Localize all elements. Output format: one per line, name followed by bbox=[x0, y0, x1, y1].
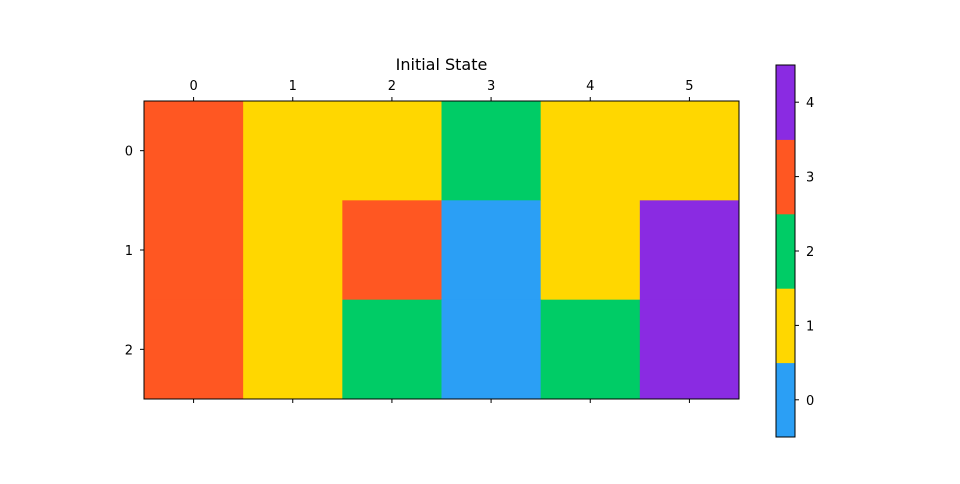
y-tick-label-2: 2 bbox=[125, 343, 133, 358]
colorbar-segment-3 bbox=[776, 139, 795, 215]
x-ticks-top: 0 1 2 3 4 5 bbox=[189, 79, 694, 101]
y-ticks: 0 1 2 bbox=[125, 145, 144, 358]
heatmap-cell-r1-c4 bbox=[540, 200, 641, 301]
y-tick-label-1: 1 bbox=[125, 244, 133, 259]
heatmap-cell-r0-c4 bbox=[540, 101, 641, 201]
heatmap-cell-r1-c3 bbox=[441, 200, 542, 301]
heatmap-cell-r0-c3 bbox=[441, 101, 542, 201]
x-ticks-bottom bbox=[193, 399, 690, 403]
colorbar-tick-label-4: 4 bbox=[806, 96, 814, 111]
heatmap-cell-r2-c0 bbox=[144, 299, 244, 400]
x-tick-label-1: 1 bbox=[289, 79, 297, 94]
heatmap-cell-r2-c4 bbox=[540, 299, 641, 400]
heatmap-cell-r0-c5 bbox=[639, 101, 740, 201]
colorbar-segment-0 bbox=[776, 362, 795, 438]
chart-title: Initial State bbox=[396, 55, 488, 74]
heatmap-cell-r1-c2 bbox=[342, 200, 442, 301]
x-tick-label-3: 3 bbox=[487, 79, 495, 94]
x-tick-label-0: 0 bbox=[189, 79, 197, 94]
y-tick-label-0: 0 bbox=[125, 145, 133, 160]
heatmap-cell-r1-c1 bbox=[243, 200, 343, 301]
colorbar-tick-label-3: 3 bbox=[806, 171, 814, 186]
heatmap-cell-r2-c1 bbox=[243, 299, 343, 400]
colorbar-segment-4 bbox=[776, 65, 795, 140]
colorbar-segment-1 bbox=[776, 288, 795, 364]
heatmap-cell-r1-c5 bbox=[639, 200, 740, 301]
x-tick-label-4: 4 bbox=[586, 79, 594, 94]
heatmap-cells bbox=[144, 101, 740, 400]
heatmap-cell-r2-c3 bbox=[441, 299, 542, 400]
colorbar-tick-label-0: 0 bbox=[806, 394, 814, 409]
x-tick-label-5: 5 bbox=[685, 79, 693, 94]
colorbar-tick-label-2: 2 bbox=[806, 245, 814, 260]
heatmap-cell-r2-c5 bbox=[639, 299, 740, 400]
heatmap-cell-r0-c1 bbox=[243, 101, 343, 201]
colorbar-segment-2 bbox=[776, 213, 795, 289]
heatmap-cell-r2-c2 bbox=[342, 299, 442, 400]
colorbar: 0 1 2 3 4 bbox=[775, 64, 814, 438]
colorbar-tick-label-1: 1 bbox=[806, 319, 814, 334]
x-tick-label-2: 2 bbox=[388, 79, 396, 94]
heatmap-cell-r0-c2 bbox=[342, 101, 442, 201]
heatmap-cell-r0-c0 bbox=[144, 101, 244, 201]
heatmap-cell-r1-c0 bbox=[144, 200, 244, 301]
